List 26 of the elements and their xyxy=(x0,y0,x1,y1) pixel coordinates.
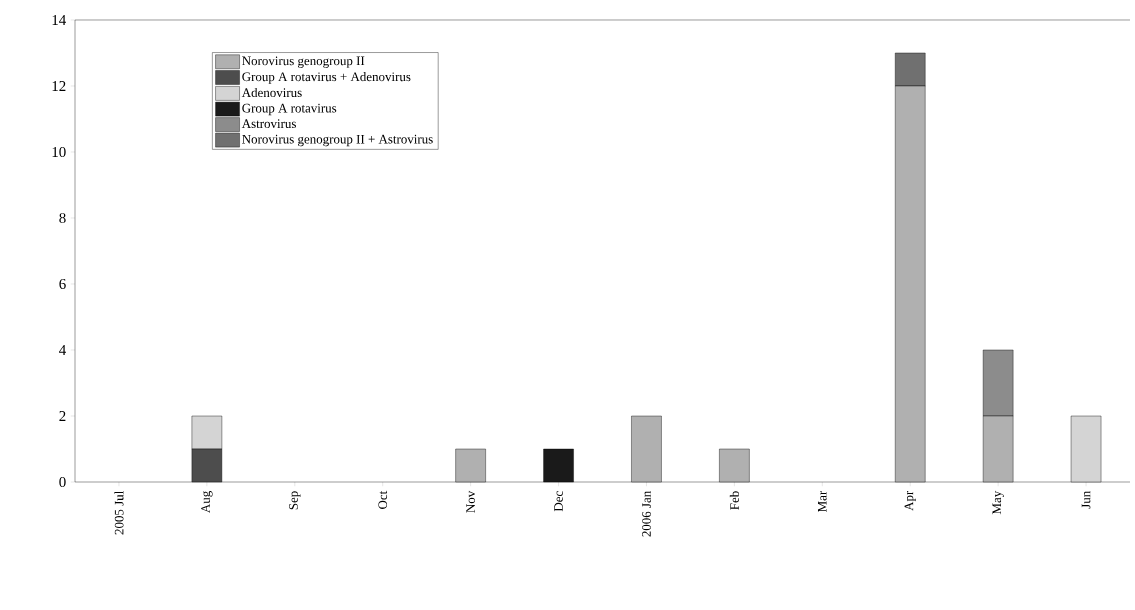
legend-label: Astrovirus xyxy=(241,119,296,129)
x-tick-label: May xyxy=(992,490,1004,515)
y-tick-label: 8 xyxy=(59,212,66,224)
x-tick-label: 2006 Jan xyxy=(642,490,651,537)
y-tick-label: 2 xyxy=(59,411,66,421)
x-tick-label: Mar xyxy=(817,490,827,512)
x-tick-label: Oct xyxy=(378,490,388,509)
y-tick-label: 12 xyxy=(52,81,66,91)
x-tick-label: Dec xyxy=(554,491,563,512)
y-tick-label: 4 xyxy=(59,345,66,355)
x-tick-label: Aug xyxy=(201,491,213,513)
x-tick-label: Apr xyxy=(904,490,916,511)
x-tick-label: Jun xyxy=(1081,490,1091,509)
legend-label: Group A rotavirus xyxy=(242,103,337,116)
legend-label: Adenovirus xyxy=(241,87,302,98)
x-tick-label: 2005 Jul xyxy=(114,491,124,535)
x-tick-label: Nov xyxy=(466,490,475,513)
legend-label: Norovirus genogroup II + Astrovirus xyxy=(242,134,433,147)
legend-label: Norovirus genogroup II xyxy=(242,56,365,68)
y-tick-label: 0 xyxy=(59,476,66,488)
y-tick-label: 14 xyxy=(52,15,66,25)
y-tick-label: 6 xyxy=(59,278,66,290)
y-tick-label: 10 xyxy=(52,146,66,158)
legend-label: Group A rotavirus + Adenovirus xyxy=(242,72,411,84)
x-tick-label: Feb xyxy=(729,491,739,510)
x-tick-label: Sep xyxy=(289,491,301,510)
